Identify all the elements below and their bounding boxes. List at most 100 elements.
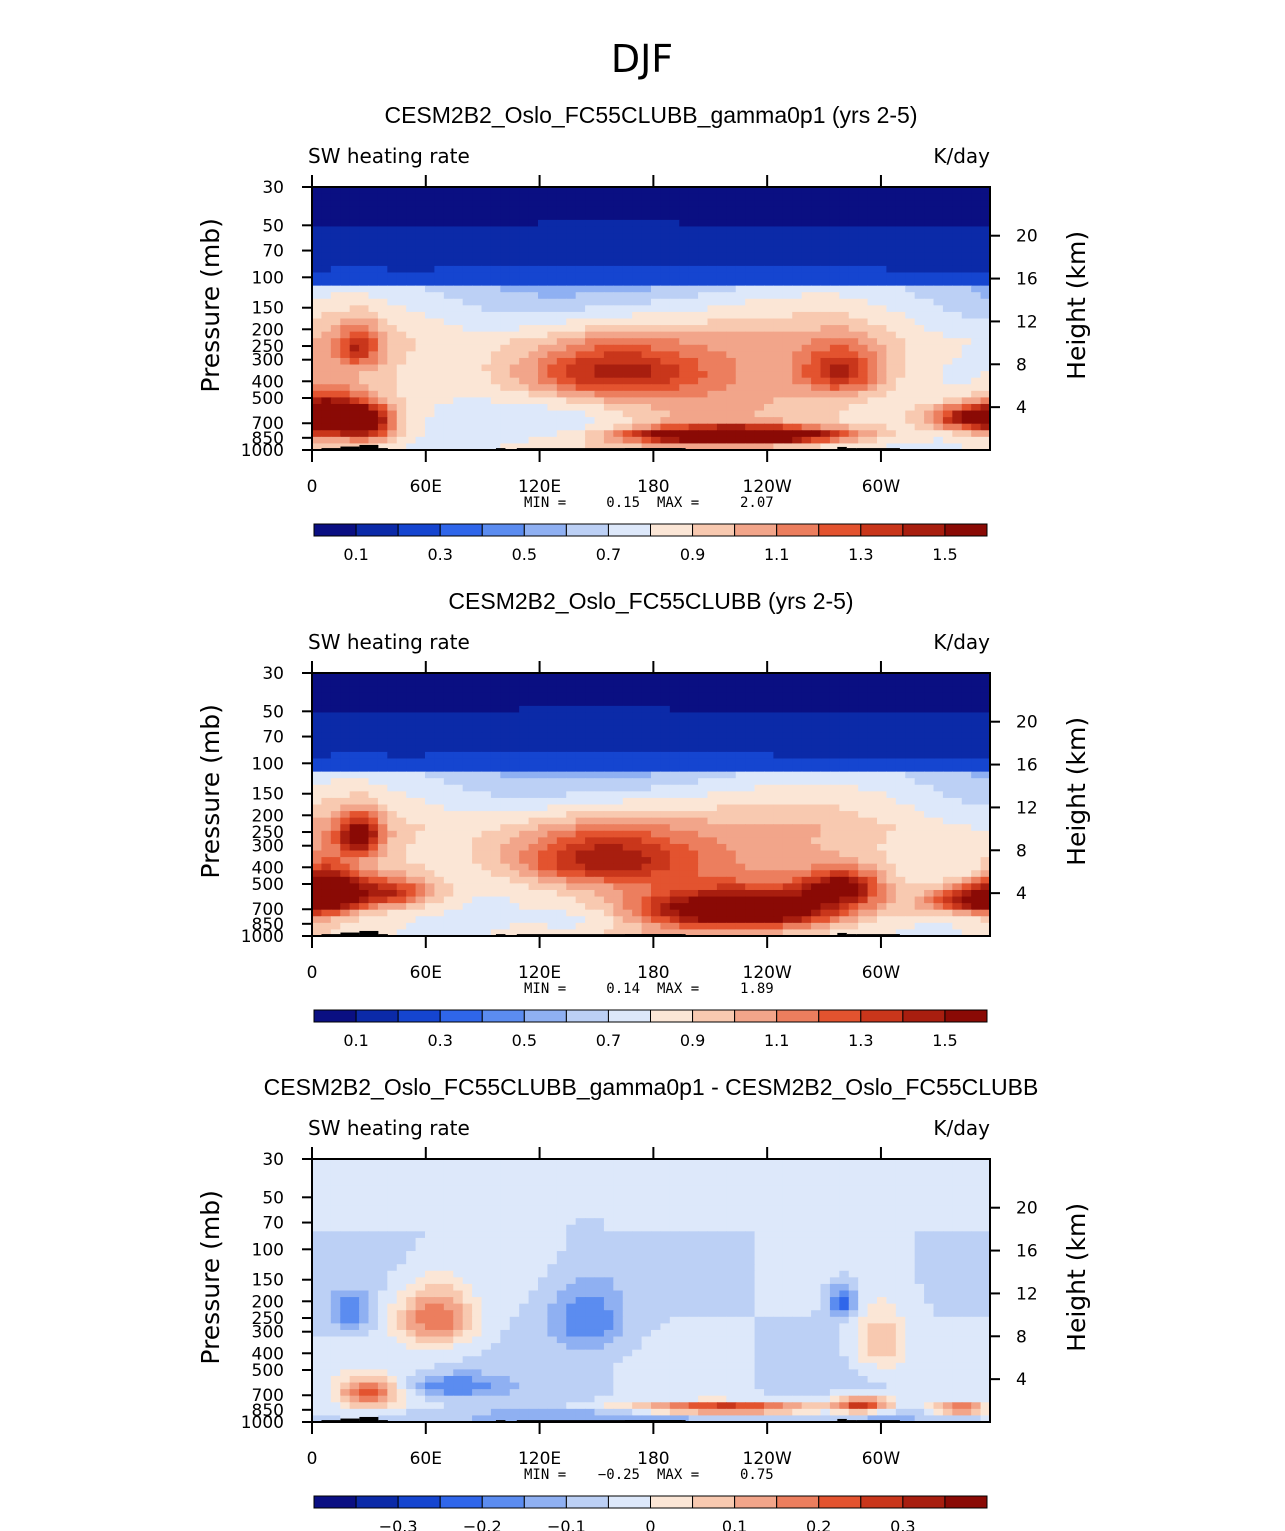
heatmap-cell xyxy=(387,364,398,372)
heatmap-cell xyxy=(349,311,360,320)
heatmap-cell xyxy=(585,705,596,714)
heatmap-cell xyxy=(528,318,539,326)
heatmap-cell xyxy=(829,292,840,300)
heatmap-cell xyxy=(754,364,765,372)
heatmap-cell xyxy=(933,850,944,858)
heatmap-cell xyxy=(660,817,671,825)
heatmap-cell xyxy=(406,791,417,799)
heatmap-cell xyxy=(792,758,803,766)
heatmap-cell xyxy=(688,259,699,267)
heatmap-cell xyxy=(895,331,906,339)
colorbar-swatch xyxy=(607,523,651,537)
heatmap-cell xyxy=(425,351,436,359)
heatmap-cell xyxy=(359,364,370,372)
heatmap-cell xyxy=(349,705,360,714)
heatmap-cell xyxy=(782,338,793,346)
heatmap-cell xyxy=(858,292,869,300)
heatmap-cell xyxy=(509,272,520,280)
heatmap-cell xyxy=(538,837,549,845)
heatmap-cell xyxy=(961,791,972,799)
heatmap-cell xyxy=(528,226,539,234)
heatmap-cell xyxy=(980,745,991,753)
heatmap-cell xyxy=(575,443,586,451)
heatmap-cell xyxy=(660,344,671,352)
heatmap-cell xyxy=(707,804,718,812)
heatmap-cell xyxy=(396,719,407,727)
heatmap-cell xyxy=(594,305,605,313)
heatmap-cell xyxy=(924,252,935,260)
heatmap-cell xyxy=(858,784,869,792)
heatmap-cell xyxy=(585,784,596,792)
heatmap-cell xyxy=(886,679,897,687)
heatmap-cell xyxy=(660,830,671,838)
heatmap-cell xyxy=(971,430,982,438)
heatmap-cell xyxy=(933,357,944,366)
heatmap-cell xyxy=(735,417,746,425)
heatmap-cell xyxy=(585,193,596,201)
heatmap-cell xyxy=(632,252,643,260)
heatmap-cell xyxy=(613,751,624,760)
heatmap-cell xyxy=(312,791,323,799)
heatmap-cell xyxy=(933,318,944,326)
heatmap-cell xyxy=(613,436,624,445)
heatmap-cell xyxy=(801,213,812,221)
heatmap-cell xyxy=(547,732,558,740)
heatmap-cell xyxy=(858,233,869,241)
heatmap-cell xyxy=(396,272,407,280)
heatmap-cell xyxy=(396,797,407,806)
heatmap-cell xyxy=(886,193,897,201)
heatmap-cell xyxy=(895,745,906,753)
heatmap-cell xyxy=(933,344,944,352)
heatmap-cell xyxy=(867,738,878,746)
heatmap-cell xyxy=(886,765,897,773)
heatmap-cell xyxy=(660,410,671,418)
heatmap-cell xyxy=(453,817,464,825)
heatmap-cell xyxy=(764,758,775,766)
heatmap-cell xyxy=(509,817,520,825)
heatmap-cell xyxy=(547,403,558,412)
heatmap-cell xyxy=(745,246,756,254)
heatmap-cell xyxy=(782,371,793,379)
heatmap-cell xyxy=(603,738,614,746)
heatmap-cell xyxy=(961,745,972,753)
heatmap-cell xyxy=(952,265,963,274)
heatmap-cell xyxy=(735,272,746,280)
heatmap-cell xyxy=(905,390,916,398)
heatmap-cell xyxy=(377,430,388,438)
heatmap-cell xyxy=(660,351,671,359)
heatmap-cell xyxy=(688,331,699,339)
heatmap-cell xyxy=(321,771,332,779)
heatmap-cell xyxy=(698,732,709,740)
heatmap-cell xyxy=(472,830,483,838)
heatmap-cell xyxy=(472,213,483,221)
heatmap-cell xyxy=(829,699,840,707)
heatmap-cell xyxy=(377,423,388,431)
heatmap-cell xyxy=(472,817,483,825)
heatmap-cell xyxy=(556,817,567,825)
heatmap-cell xyxy=(829,246,840,254)
heatmap-cell xyxy=(509,206,520,214)
heatmap-cell xyxy=(368,272,379,280)
heatmap-cell xyxy=(707,778,718,786)
heatmap-cell xyxy=(660,298,671,306)
heatmap-cell xyxy=(773,226,784,234)
heatmap-cell xyxy=(839,758,850,766)
heatmap-cell xyxy=(349,745,360,753)
heatmap-cell xyxy=(971,837,982,845)
heatmap-cell xyxy=(905,719,916,727)
heatmap-cell xyxy=(434,338,445,346)
heatmap-cell xyxy=(547,830,558,838)
heatmap-cell xyxy=(942,265,953,274)
heatmap-cell xyxy=(547,397,558,405)
heatmap-cell xyxy=(349,758,360,766)
heatmap-cell xyxy=(905,765,916,773)
heatmap-cell xyxy=(924,193,935,201)
heatmap-cell xyxy=(462,436,473,445)
heatmap-cell xyxy=(867,219,878,228)
heatmap-cell xyxy=(312,364,323,372)
heatmap-cell xyxy=(453,417,464,425)
heatmap-cell xyxy=(811,233,822,241)
heatmap-cell xyxy=(764,811,775,819)
heatmap-cell xyxy=(340,732,351,740)
heatmap-cell xyxy=(481,837,492,845)
